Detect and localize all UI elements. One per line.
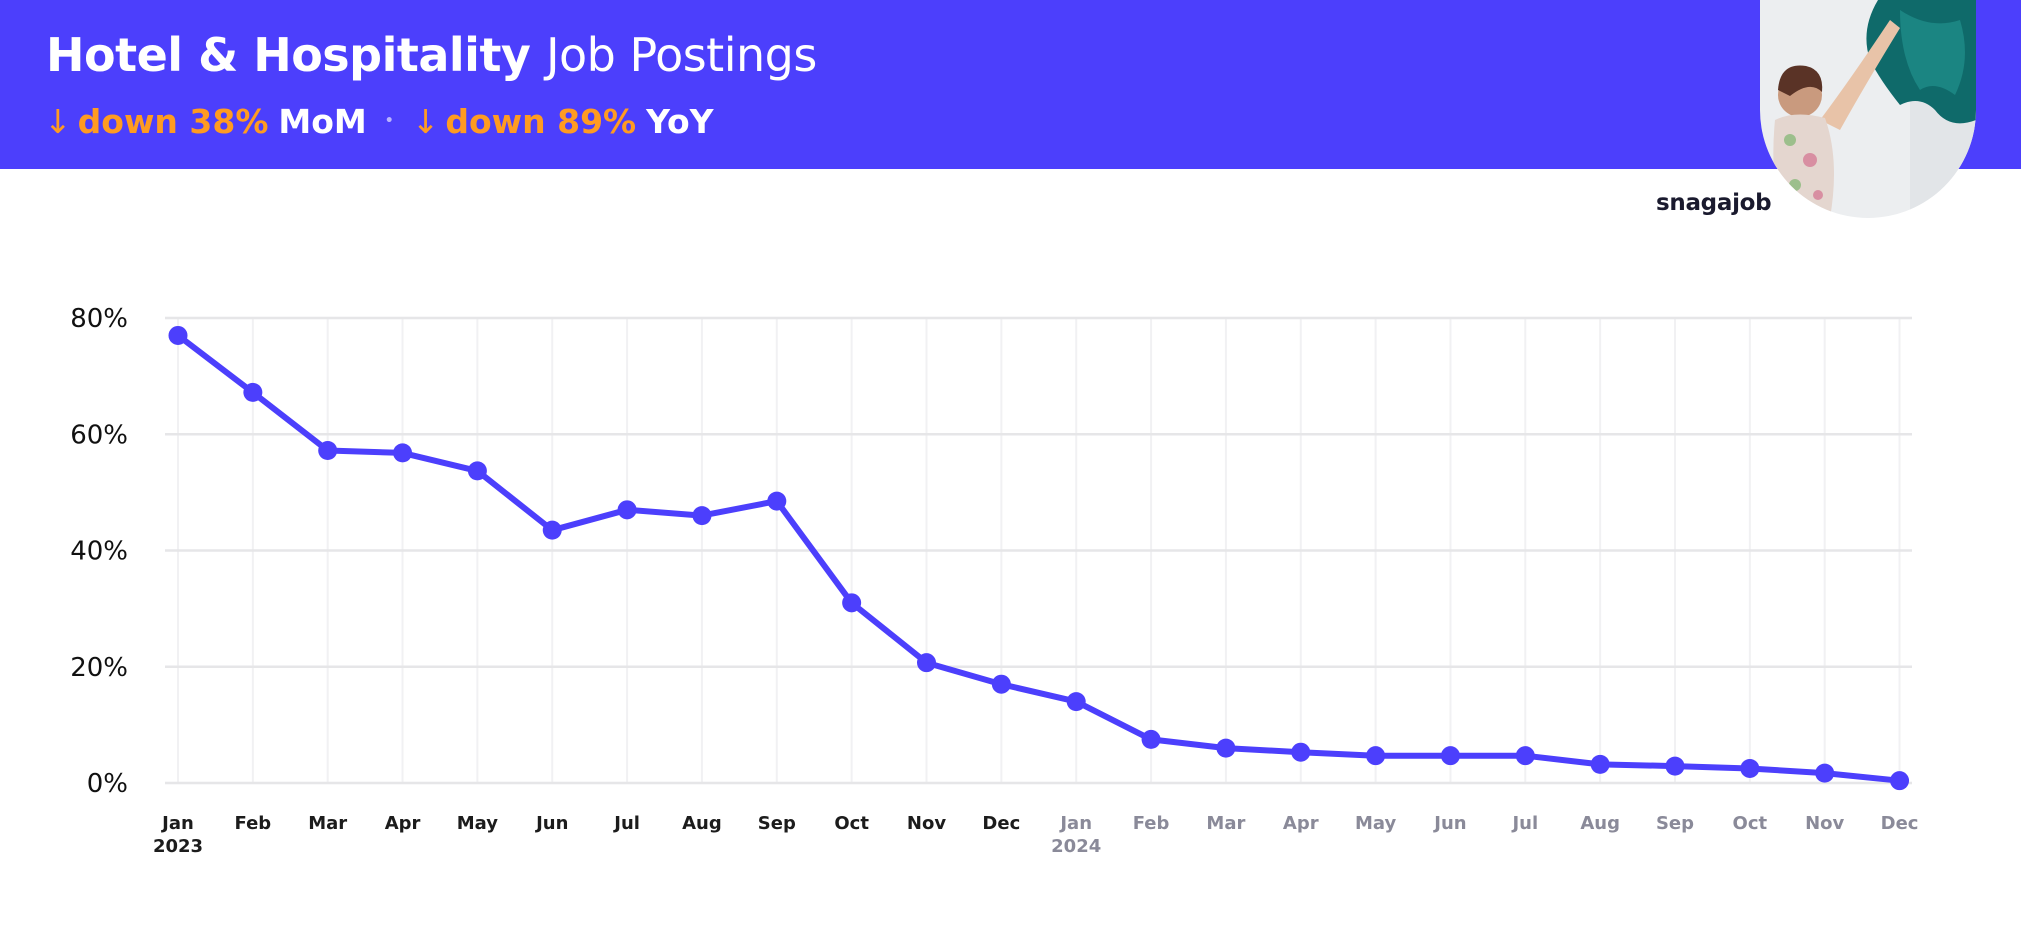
data-point — [1141, 729, 1161, 749]
data-point — [1740, 758, 1760, 778]
chart-grid — [165, 316, 1912, 785]
data-point — [1440, 746, 1460, 766]
data-point — [1815, 763, 1835, 783]
x-tick-label: Sep — [758, 813, 796, 834]
y-tick-label: 40% — [70, 537, 128, 567]
x-tick-label: Jun — [1432, 813, 1466, 834]
x-tick-label: May — [1355, 813, 1397, 834]
data-point — [243, 382, 263, 402]
page-title: Hotel & Hospitality Job Postings — [46, 28, 817, 90]
y-tick-label: 60% — [70, 420, 128, 450]
data-points — [168, 325, 1910, 791]
x-tick-label: Nov — [1805, 813, 1844, 834]
x-tick-label: Mar — [1206, 813, 1245, 834]
x-tick-label: Sep — [1656, 813, 1694, 834]
data-point — [542, 520, 562, 540]
separator-dot-icon: • — [384, 113, 394, 129]
data-point — [842, 593, 862, 613]
data-point — [318, 441, 338, 461]
data-point — [1590, 754, 1610, 774]
data-point — [767, 491, 787, 511]
x-tick-label: Jul — [612, 813, 640, 834]
mom-label: MoM — [278, 101, 367, 141]
y-tick-label: 0% — [87, 769, 128, 799]
x-tick-label: Apr — [1283, 813, 1319, 834]
x-tick-label: Oct — [1733, 813, 1768, 834]
data-point — [692, 506, 712, 526]
data-point — [1291, 742, 1311, 762]
header-banner: Hotel & Hospitality Job Postings ↓ down … — [0, 0, 2021, 169]
data-point — [168, 325, 188, 345]
y-tick-label: 80% — [70, 304, 128, 334]
data-point — [617, 500, 637, 520]
data-point — [917, 653, 936, 673]
y-axis: 0% 20% 40% 60% 80% — [70, 304, 128, 799]
data-point — [1216, 738, 1236, 758]
data-point — [393, 443, 413, 463]
x-tick-label: Feb — [1133, 813, 1170, 834]
mom-change-value: down 38% — [77, 101, 269, 141]
yoy-label: YoY — [646, 101, 714, 141]
x-tick-label: Apr — [385, 813, 421, 834]
yoy-change-value: down 89% — [445, 101, 637, 141]
x-tick-label: May — [457, 813, 499, 834]
data-point — [1890, 771, 1910, 791]
series-line — [175, 332, 1903, 784]
data-point — [1366, 746, 1386, 766]
down-arrow-icon: ↓ — [44, 101, 72, 141]
data-point — [991, 674, 1011, 694]
x-tick-label: Nov — [907, 813, 946, 834]
x-year-label: 2024 — [1051, 836, 1101, 857]
data-point — [467, 461, 487, 481]
x-tick-label: Jul — [1510, 813, 1538, 834]
down-arrow-icon: ↓ — [411, 101, 440, 141]
title-metric: Job Postings — [545, 28, 817, 82]
title-industry: Hotel & Hospitality — [46, 28, 531, 82]
y-tick-label: 20% — [70, 653, 128, 683]
x-tick-label: Aug — [1580, 813, 1620, 834]
change-summary: ↓ down 38% MoM • ↓ down 89% YoY — [44, 98, 714, 144]
x-tick-label: Jan — [160, 813, 194, 834]
x-tick-label: Jun — [534, 813, 568, 834]
x-tick-label: Dec — [1881, 813, 1919, 834]
x-tick-label: Jan — [1058, 813, 1092, 834]
snagajob-logo: snagajob — [1656, 190, 1772, 216]
data-point — [1066, 692, 1086, 712]
person-hanging-laundry-photo — [1760, 0, 1976, 218]
x-tick-label: Aug — [682, 813, 722, 834]
x-tick-label: Feb — [235, 813, 272, 834]
x-tick-label: Mar — [308, 813, 347, 834]
x-tick-label: Dec — [982, 813, 1020, 834]
data-point — [1515, 746, 1535, 766]
data-point — [1665, 756, 1685, 776]
x-tick-label: Oct — [834, 813, 869, 834]
x-year-label: 2023 — [153, 836, 203, 857]
